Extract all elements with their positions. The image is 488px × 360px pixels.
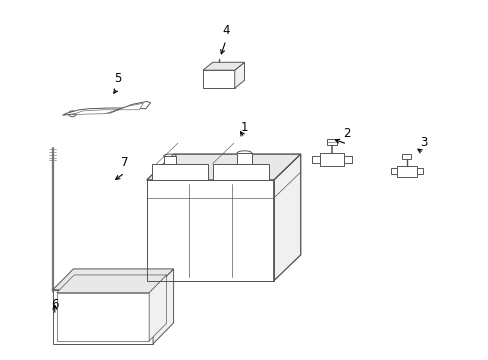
Polygon shape (237, 153, 251, 164)
Text: 6: 6 (51, 298, 59, 311)
Polygon shape (57, 293, 149, 341)
Bar (326, 139, 336, 145)
Circle shape (212, 75, 224, 84)
Circle shape (156, 168, 167, 176)
Polygon shape (390, 168, 396, 174)
Polygon shape (146, 154, 300, 180)
Polygon shape (72, 103, 143, 114)
Circle shape (235, 168, 246, 176)
Polygon shape (203, 70, 234, 88)
Polygon shape (153, 269, 173, 344)
Text: 4: 4 (222, 24, 229, 37)
Polygon shape (320, 153, 343, 166)
Text: 3: 3 (419, 136, 427, 149)
Polygon shape (146, 180, 273, 281)
Polygon shape (212, 164, 268, 180)
Circle shape (216, 77, 222, 81)
Ellipse shape (237, 151, 251, 155)
Polygon shape (273, 154, 300, 281)
Polygon shape (62, 102, 150, 115)
Circle shape (174, 168, 185, 176)
Circle shape (402, 168, 410, 174)
Bar (402, 154, 410, 159)
Bar (146, 180, 273, 281)
Polygon shape (53, 290, 153, 344)
Text: 1: 1 (240, 121, 248, 134)
Polygon shape (312, 156, 320, 163)
Polygon shape (53, 269, 173, 290)
Text: 7: 7 (121, 156, 128, 169)
Polygon shape (149, 275, 166, 341)
Polygon shape (343, 156, 351, 163)
Polygon shape (151, 164, 207, 180)
Text: 5: 5 (113, 72, 121, 85)
Circle shape (326, 156, 336, 163)
Polygon shape (416, 168, 422, 174)
Polygon shape (57, 275, 166, 293)
Ellipse shape (163, 154, 176, 158)
Polygon shape (396, 166, 416, 177)
Text: 2: 2 (343, 127, 350, 140)
Circle shape (68, 111, 76, 117)
Circle shape (191, 168, 203, 176)
Polygon shape (203, 62, 244, 70)
Circle shape (253, 168, 264, 176)
Polygon shape (163, 156, 176, 164)
Polygon shape (234, 62, 244, 88)
Circle shape (217, 168, 228, 176)
